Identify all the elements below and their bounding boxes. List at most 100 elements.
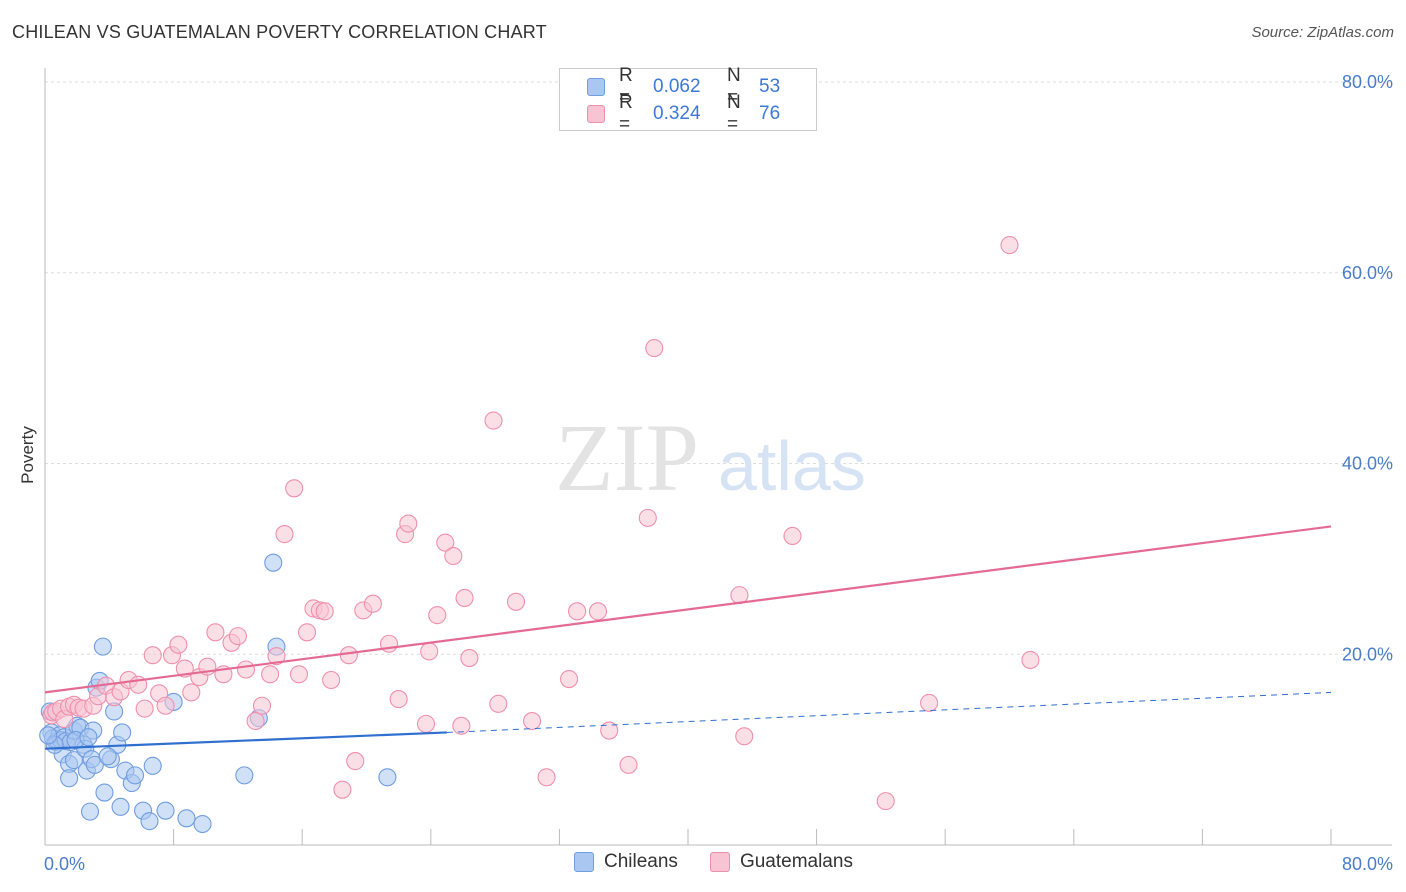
guatemalan-point: [182, 683, 201, 702]
chilean-point: [79, 728, 98, 747]
guatemalan-point: [135, 699, 154, 718]
chilean-point: [235, 766, 254, 785]
tick-labels: 20.0% 40.0% 60.0% 80.0% 0.0% 80.0%: [44, 72, 1393, 874]
guatemalan-point: [206, 623, 225, 642]
guatemalan-point: [346, 752, 365, 771]
chilean-point: [193, 814, 212, 834]
legend-n-label: N =: [727, 65, 741, 108]
guatemalan-point: [363, 594, 382, 613]
legend-r-value: 0.062: [653, 76, 701, 97]
guatemalan-point: [399, 514, 418, 533]
y-tick-label: 20.0%: [1342, 644, 1393, 664]
y-tick-label: 80.0%: [1342, 72, 1393, 92]
series-legend-chileans: Chileans: [574, 851, 678, 873]
guatemalan-point: [267, 647, 286, 666]
guatemalan-point: [333, 780, 352, 799]
chilean-point: [80, 802, 100, 821]
chilean-point: [95, 783, 114, 802]
guatemalan-point: [559, 669, 579, 689]
chilean-point: [264, 553, 283, 572]
guatemalan-point: [228, 627, 247, 646]
legend-swatch-blue: [587, 78, 605, 96]
data-points: [39, 236, 1040, 834]
y-axis-title: Poverty: [18, 426, 37, 484]
guatemalan-point: [638, 508, 657, 527]
chilean-point: [113, 723, 132, 742]
guatemalan-point: [260, 665, 280, 684]
chilean-point: [125, 766, 145, 785]
guatemalan-point: [339, 646, 358, 665]
y-tick-label: 60.0%: [1342, 263, 1393, 283]
guatemalan-point: [537, 768, 556, 787]
chart-title: CHILEAN VS GUATEMALAN POVERTY CORRELATIO…: [12, 22, 547, 42]
guatemalan-point: [389, 690, 408, 709]
guatemalan-point: [275, 525, 294, 544]
legend-r-value: 0.324: [653, 103, 701, 124]
guatemalan-point: [506, 592, 526, 611]
guatemalan-point: [297, 623, 317, 642]
series-legend-guatemalans: Guatemalans: [709, 851, 853, 873]
chilean-point: [39, 726, 58, 745]
chilean-point: [156, 801, 175, 820]
chilean-trend-line: [44, 731, 447, 750]
y-tick-label: 40.0%: [1342, 454, 1393, 474]
chilean-point: [60, 769, 79, 788]
label-guatemalans: Guatemalans: [739, 851, 853, 872]
legend-swatch-pink: [587, 105, 605, 123]
chilean-point: [177, 809, 196, 828]
guatemalan-point: [523, 711, 542, 731]
guatemalan-point: [588, 602, 608, 621]
guatemalan-point: [322, 670, 341, 690]
guatemalan-point: [169, 635, 188, 654]
guatemalan-point: [436, 533, 455, 552]
guatemalan-point: [315, 602, 334, 621]
watermark-zip: ZIP: [555, 404, 699, 511]
chilean-point: [85, 755, 104, 774]
trend-lines: [44, 525, 1332, 750]
guatemalan-point: [143, 646, 162, 665]
series-legend: Chileans Guatemalans: [574, 851, 885, 873]
swatch-guatemalans: [709, 852, 730, 872]
guatemalan-point: [289, 665, 309, 684]
guatemalan-point: [444, 546, 463, 566]
guatemalan-point: [876, 792, 895, 811]
chilean-point: [93, 637, 112, 656]
source-label: Source: ZipAtlas.com: [1251, 24, 1394, 41]
guatemalan-point: [489, 694, 508, 713]
guatemalan-point: [735, 727, 754, 746]
guatemalan-point: [783, 526, 802, 546]
legend-row-guatemalans: R = 0.324 N = 76: [587, 92, 781, 135]
swatch-chileans: [574, 852, 594, 872]
legend-row-chileans: R = 0.062 N = 53: [587, 65, 780, 108]
legend-n-value: 76: [759, 103, 781, 124]
chilean-point: [111, 797, 130, 816]
chilean-point: [140, 812, 159, 831]
guatemalan-trend-line: [44, 525, 1332, 694]
guatemalan-point: [252, 696, 272, 715]
grid-lines: [45, 81, 1392, 655]
watermark-atlas: atlas: [718, 427, 866, 505]
x-tick-label: 80.0%: [1342, 854, 1393, 874]
legend-r-label: R =: [619, 92, 633, 135]
legend: R = 0.062 N = 53 R = 0.324 N = 76: [559, 65, 817, 135]
watermark: ZIP atlas: [555, 404, 866, 511]
guatemalan-point: [1021, 650, 1040, 670]
guatemalan-point: [156, 696, 175, 715]
label-chileans: Chileans: [604, 851, 678, 872]
guatemalan-point: [568, 602, 587, 621]
guatemalan-point: [428, 606, 447, 625]
legend-r-label: R =: [619, 65, 633, 108]
chilean-point: [378, 768, 397, 787]
guatemalan-point: [460, 649, 479, 668]
chilean-point: [98, 747, 117, 766]
guatemalan-point: [420, 642, 439, 661]
guatemalan-point: [285, 479, 304, 498]
guatemalan-point: [600, 721, 619, 740]
guatemalan-point: [645, 339, 664, 358]
x-tick-label: 0.0%: [44, 854, 85, 874]
chilean-point: [64, 751, 83, 770]
guatemalan-point: [452, 716, 471, 735]
guatemalan-point: [416, 714, 436, 733]
guatemalan-point: [484, 411, 503, 430]
